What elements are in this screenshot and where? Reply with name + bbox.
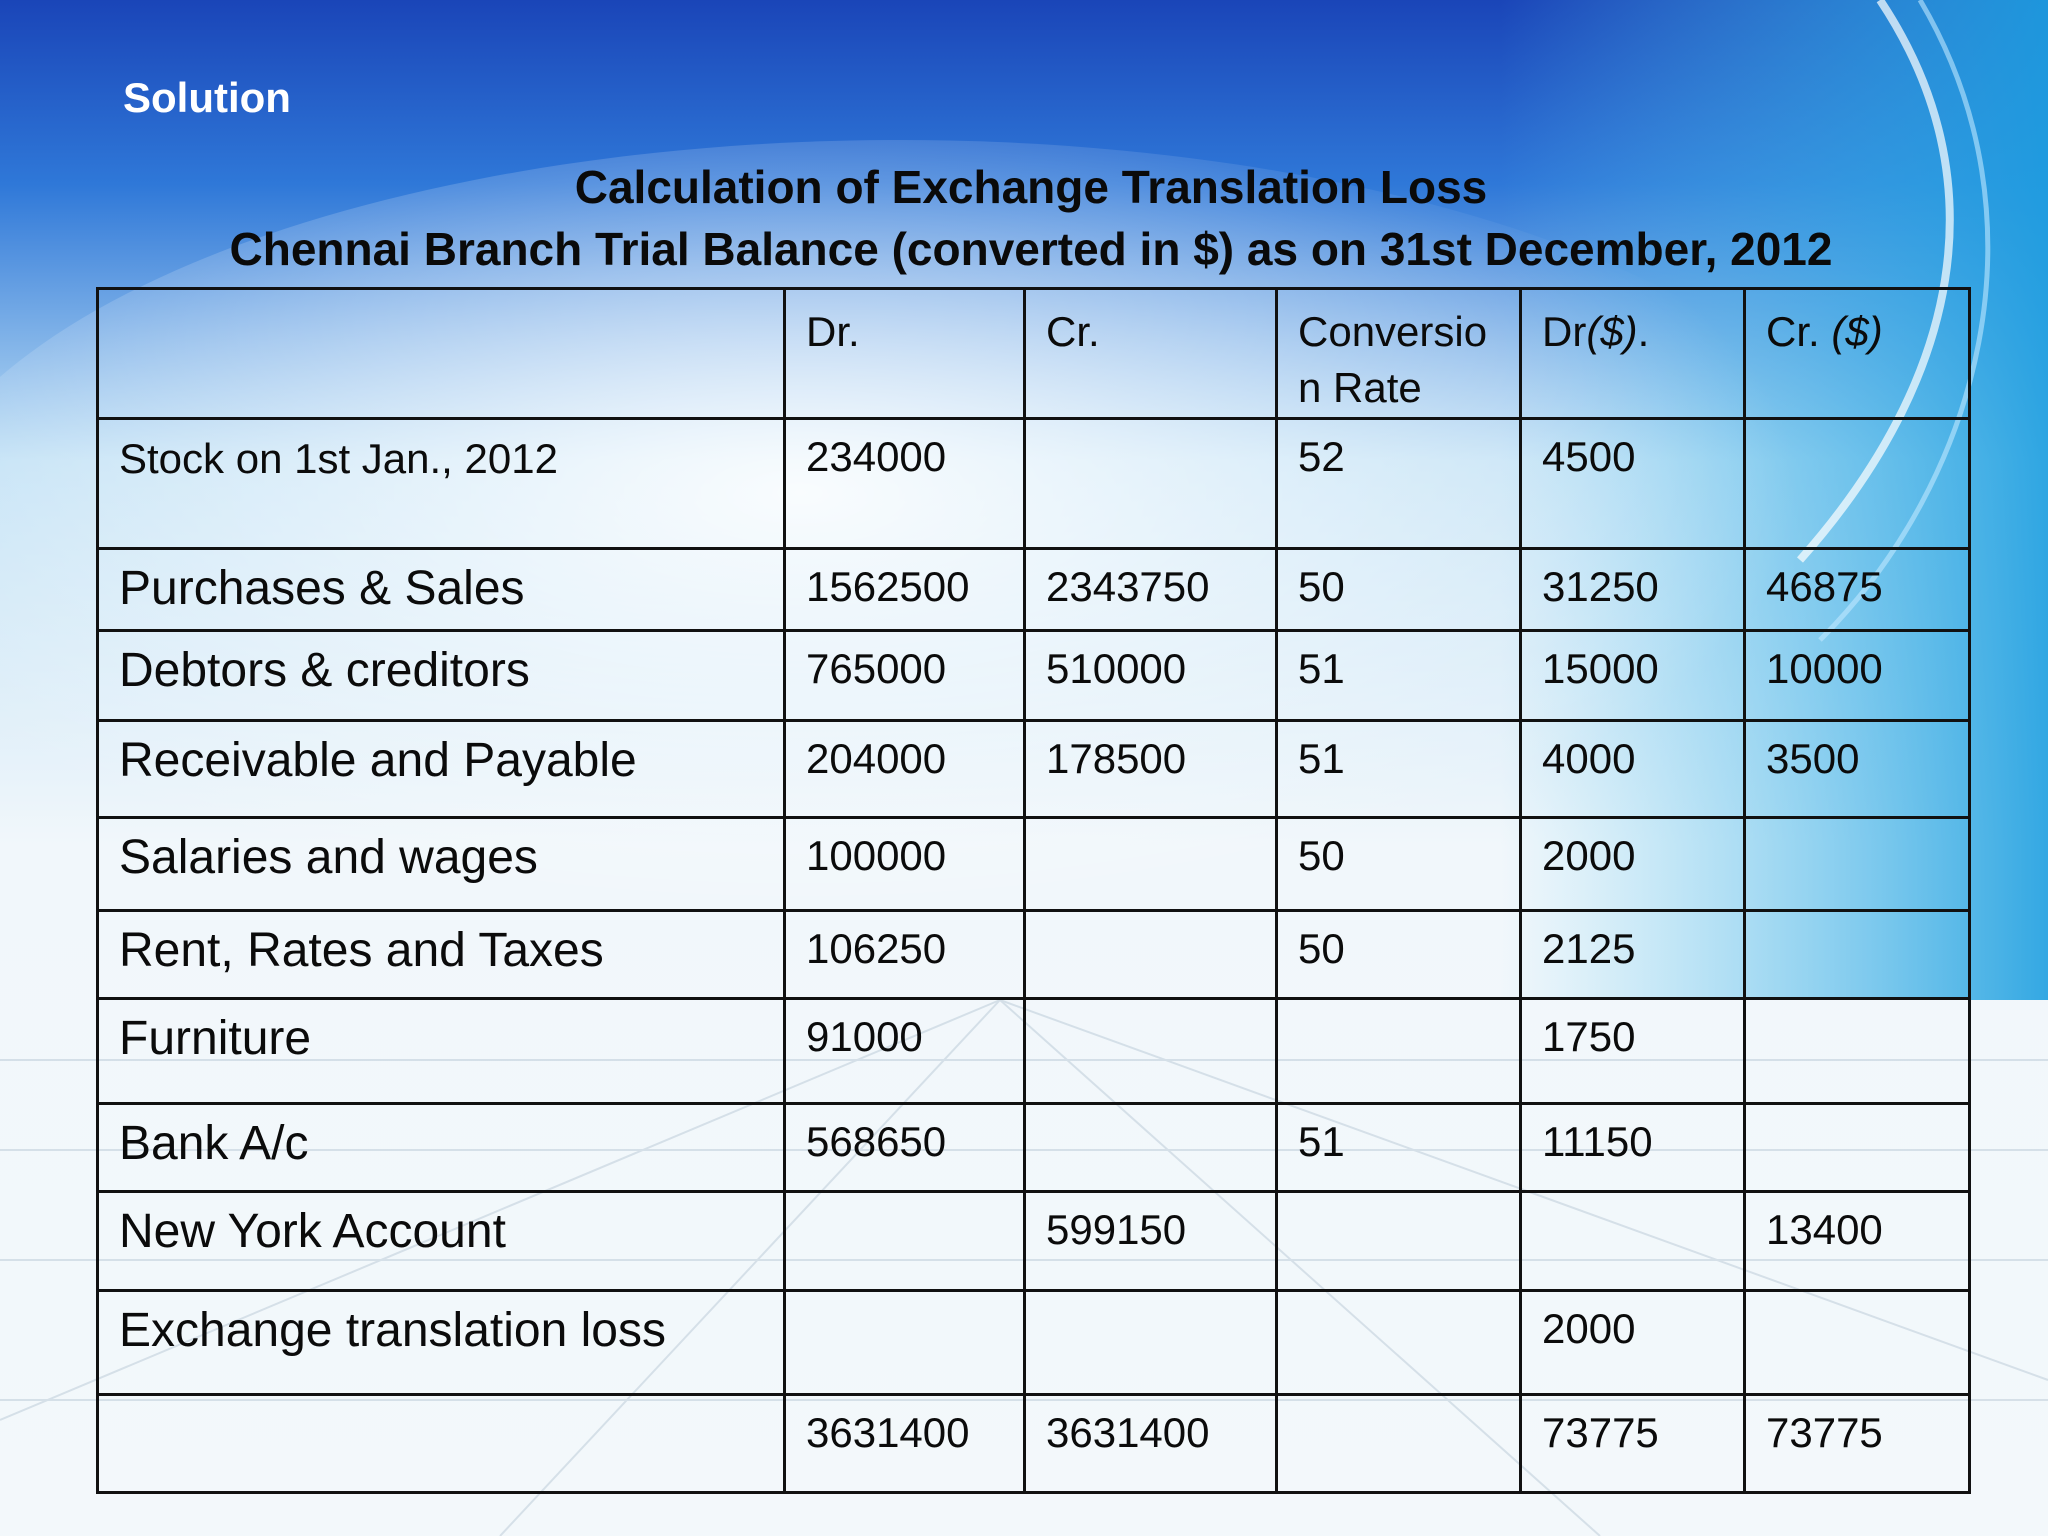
table-row: Salaries and wages 100000 50 2000	[96, 816, 1971, 912]
row-item: Exchange translation loss	[96, 1289, 786, 1396]
row-dr-usd: 31250	[1519, 547, 1746, 632]
row-dr: 568650	[783, 1102, 1026, 1193]
header-cr-usd-prefix: Cr.	[1766, 308, 1832, 355]
row-item: Rent, Rates and Taxes	[96, 909, 786, 1000]
row-item: New York Account	[96, 1190, 786, 1292]
table-row: New York Account 599150 13400	[96, 1190, 1971, 1292]
slide-subtitle: Chennai Branch Trial Balance (converted …	[229, 223, 1833, 275]
row-rate	[1275, 1289, 1522, 1396]
row-cr: 510000	[1023, 629, 1278, 722]
row-dr-usd: 4500	[1519, 417, 1746, 550]
row-rate: 50	[1275, 909, 1522, 1000]
row-dr: 204000	[783, 719, 1026, 819]
row-dr-usd: 2000	[1519, 1289, 1746, 1396]
row-item: Salaries and wages	[96, 816, 786, 912]
row-cr	[1023, 1102, 1278, 1193]
row-dr-usd: 15000	[1519, 629, 1746, 722]
row-cr: 2343750	[1023, 547, 1278, 632]
row-dr-usd: 2125	[1519, 909, 1746, 1000]
header-conversion-rate: Conversion Rate	[1275, 287, 1522, 420]
table-row: Furniture 91000 1750	[96, 997, 1971, 1105]
row-cr-usd	[1743, 909, 1971, 1000]
row-cr	[1023, 997, 1278, 1105]
row-rate: 50	[1275, 547, 1522, 632]
row-item: Purchases & Sales	[96, 547, 786, 632]
table-row: Purchases & Sales 1562500 2343750 50 312…	[96, 547, 1971, 632]
row-cr	[1023, 909, 1278, 1000]
row-dr-usd	[1519, 1190, 1746, 1292]
header-cr-usd-symbol: ($)	[1831, 308, 1883, 355]
row-dr-usd: 1750	[1519, 997, 1746, 1105]
row-rate: 51	[1275, 1102, 1522, 1193]
row-dr: 106250	[783, 909, 1026, 1000]
row-cr-usd: 3500	[1743, 719, 1971, 819]
row-item: Stock on 1st Jan., 2012	[96, 417, 786, 550]
row-dr: 91000	[783, 997, 1026, 1105]
row-item	[96, 1393, 786, 1494]
row-dr-usd: 73775	[1519, 1393, 1746, 1494]
header-dr-usd-suffix: .	[1637, 308, 1650, 355]
row-cr	[1023, 816, 1278, 912]
table-row: Exchange translation loss 2000	[96, 1289, 1971, 1396]
header-cr: Cr.	[1023, 287, 1278, 420]
row-dr	[783, 1190, 1026, 1292]
row-item: Bank A/c	[96, 1102, 786, 1193]
row-cr-usd	[1743, 1102, 1971, 1193]
row-cr-usd: 13400	[1743, 1190, 1971, 1292]
row-cr-usd	[1743, 1289, 1971, 1396]
trial-balance-table: Dr. Cr. Conversion Rate Dr($). Cr. ($) S…	[96, 287, 1971, 1494]
row-item: Furniture	[96, 997, 786, 1105]
row-cr-usd	[1743, 816, 1971, 912]
row-dr-usd: 2000	[1519, 816, 1746, 912]
row-rate	[1275, 997, 1522, 1105]
header-dr-usd-symbol: ($)	[1586, 308, 1638, 355]
row-item: Debtors & creditors	[96, 629, 786, 722]
row-cr	[1023, 1289, 1278, 1396]
header-dr-usd-prefix: Dr	[1542, 308, 1587, 355]
row-rate: 50	[1275, 816, 1522, 912]
row-rate: 51	[1275, 719, 1522, 819]
table-row: Debtors & creditors 765000 510000 51 150…	[96, 629, 1971, 722]
table-row: Rent, Rates and Taxes 106250 50 2125	[96, 909, 1971, 1000]
row-cr-usd	[1743, 417, 1971, 550]
header-dr-usd: Dr($).	[1519, 287, 1746, 420]
row-item: Receivable and Payable	[96, 719, 786, 819]
row-rate	[1275, 1190, 1522, 1292]
row-cr-usd: 73775	[1743, 1393, 1971, 1494]
header-cr-usd: Cr. ($)	[1743, 287, 1971, 420]
row-dr: 3631400	[783, 1393, 1026, 1494]
table-total-row: 3631400 3631400 73775 73775	[96, 1393, 1971, 1494]
row-dr: 1562500	[783, 547, 1026, 632]
row-cr-usd: 46875	[1743, 547, 1971, 632]
table-header-row: Dr. Cr. Conversion Rate Dr($). Cr. ($)	[96, 287, 1971, 420]
row-cr-usd	[1743, 997, 1971, 1105]
table-row: Stock on 1st Jan., 2012 234000 52 4500	[96, 417, 1971, 550]
header-dr: Dr.	[783, 287, 1026, 420]
row-dr-usd: 4000	[1519, 719, 1746, 819]
row-cr	[1023, 417, 1278, 550]
row-dr: 100000	[783, 816, 1026, 912]
header-item	[96, 287, 786, 420]
row-dr: 765000	[783, 629, 1026, 722]
row-dr	[783, 1289, 1026, 1396]
slide-title: Calculation of Exchange Translation Loss	[574, 161, 1488, 213]
row-rate: 52	[1275, 417, 1522, 550]
row-cr: 599150	[1023, 1190, 1278, 1292]
slide-heading: Solution	[123, 74, 291, 121]
row-cr-usd: 10000	[1743, 629, 1971, 722]
row-dr: 234000	[783, 417, 1026, 550]
row-cr: 3631400	[1023, 1393, 1278, 1494]
row-rate	[1275, 1393, 1522, 1494]
table-row: Bank A/c 568650 51 11150	[96, 1102, 1971, 1193]
table-row: Receivable and Payable 204000 178500 51 …	[96, 719, 1971, 819]
row-cr: 178500	[1023, 719, 1278, 819]
row-rate: 51	[1275, 629, 1522, 722]
row-dr-usd: 11150	[1519, 1102, 1746, 1193]
